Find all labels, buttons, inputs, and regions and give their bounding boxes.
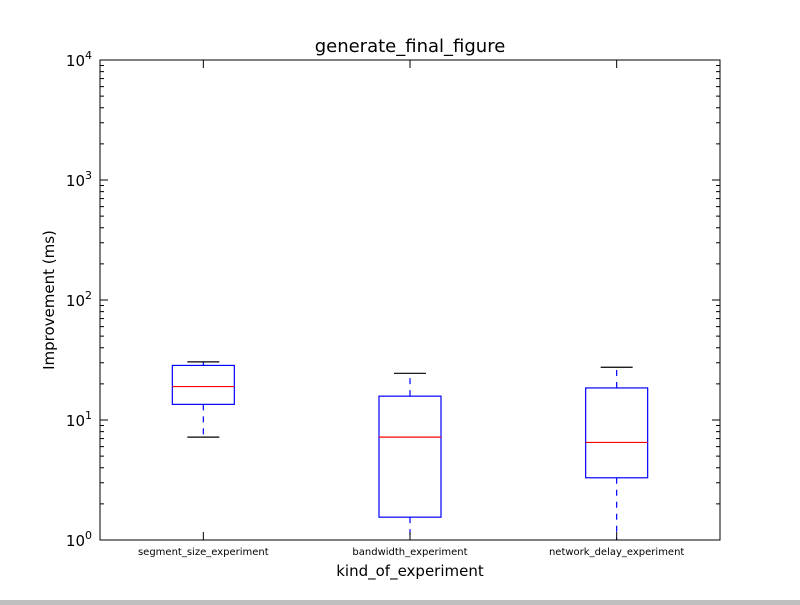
plot-area — [100, 60, 720, 540]
y-tick-label: 103 — [66, 169, 92, 190]
chart-marks — [171, 361, 649, 540]
y-axis-label: Improvement (ms) — [40, 230, 58, 370]
x-axis: segment_size_experiment bandwidth_experim… — [138, 60, 684, 558]
box — [378, 395, 442, 518]
x-axis-label: kind_of_experiment — [336, 562, 484, 581]
x-tick-label: segment_size_experiment — [138, 547, 269, 558]
box — [171, 364, 235, 405]
x-tick-label: bandwidth_experiment — [352, 547, 467, 558]
y-tick-label: 100 — [66, 529, 92, 550]
y-tick-label: 101 — [66, 409, 92, 430]
box — [585, 387, 649, 479]
plot-frame — [99, 59, 721, 541]
y-tick-label: 102 — [66, 289, 92, 310]
x-tick-label: network_delay_experiment — [549, 547, 684, 558]
y-axis: 100 101 102 103 104 — [66, 49, 720, 550]
chart-title: generate_final_figure — [315, 36, 506, 57]
y-tick-label: 104 — [66, 49, 92, 70]
